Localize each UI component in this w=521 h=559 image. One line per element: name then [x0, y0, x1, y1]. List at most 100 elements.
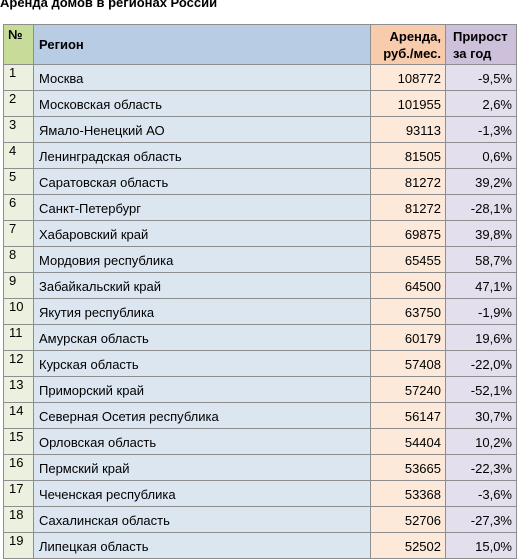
header-growth[interactable]: Прирост за год	[445, 24, 517, 65]
row-growth-cell[interactable]: -22,0%	[445, 350, 517, 377]
row-growth-cell[interactable]: 47,1%	[445, 272, 517, 299]
row-region-cell[interactable]: Московская область	[33, 90, 371, 117]
header-region[interactable]: Регион	[33, 24, 371, 65]
row-num-cell[interactable]: 19	[3, 532, 34, 559]
row-region-cell[interactable]: Ленинградская область	[33, 142, 371, 169]
row-growth-cell[interactable]: -1,9%	[445, 298, 517, 325]
row-region-cell[interactable]: Хабаровский край	[33, 220, 371, 247]
row-rent-cell[interactable]: 69875	[370, 220, 446, 247]
row-region-cell[interactable]: Забайкальский край	[33, 272, 371, 299]
table-row: 4 Ленинградская область 81505 0,6%	[3, 142, 517, 169]
row-rent-cell[interactable]: 52706	[370, 506, 446, 533]
header-growth-line1: Прирост	[453, 28, 508, 44]
row-growth-cell[interactable]: -1,3%	[445, 116, 517, 143]
row-num-cell[interactable]: 8	[3, 246, 34, 273]
row-rent-cell[interactable]: 52502	[370, 532, 446, 559]
row-num-cell[interactable]: 6	[3, 194, 34, 221]
row-rent-cell[interactable]: 81272	[370, 168, 446, 195]
row-growth-cell[interactable]: 15,0%	[445, 532, 517, 559]
row-growth-cell[interactable]: 19,6%	[445, 324, 517, 351]
row-num-cell[interactable]: 1	[3, 64, 34, 91]
row-num-cell[interactable]: 5	[3, 168, 34, 195]
row-num-cell[interactable]: 11	[3, 324, 34, 351]
row-growth-cell[interactable]: -9,5%	[445, 64, 517, 91]
table-row: 3 Ямало-Ненецкий АО 93113 -1,3%	[3, 116, 517, 143]
row-growth-cell[interactable]: -28,1%	[445, 194, 517, 221]
page-title: Аренда домов в регионах России	[0, 0, 218, 10]
header-growth-line2: за год	[453, 45, 492, 61]
row-rent-cell[interactable]: 64500	[370, 272, 446, 299]
row-growth-cell[interactable]: 2,6%	[445, 90, 517, 117]
row-region-cell[interactable]: Липецкая область	[33, 532, 371, 559]
row-growth-cell[interactable]: 0,6%	[445, 142, 517, 169]
row-rent-cell[interactable]: 81272	[370, 194, 446, 221]
table-row: 14 Северная Осетия республика 56147 30,7%	[3, 402, 517, 429]
row-num-cell[interactable]: 14	[3, 402, 34, 429]
row-growth-cell[interactable]: -3,6%	[445, 480, 517, 507]
row-rent-cell[interactable]: 57240	[370, 376, 446, 403]
row-num-cell[interactable]: 4	[3, 142, 34, 169]
row-region-cell[interactable]: Мордовия республика	[33, 246, 371, 273]
table-row: 18 Сахалинская область 52706 -27,3%	[3, 506, 517, 533]
row-num-cell[interactable]: 15	[3, 428, 34, 455]
header-rent[interactable]: Аренда, руб./мес.	[370, 24, 446, 65]
row-num-cell[interactable]: 3	[3, 116, 34, 143]
row-region-cell[interactable]: Сахалинская область	[33, 506, 371, 533]
row-region-cell[interactable]: Орловская область	[33, 428, 371, 455]
row-num-cell[interactable]: 10	[3, 298, 34, 325]
row-region-cell[interactable]: Санкт-Петербург	[33, 194, 371, 221]
table-row: 10 Якутия республика 63750 -1,9%	[3, 298, 517, 325]
row-region-cell[interactable]: Приморский край	[33, 376, 371, 403]
row-growth-cell[interactable]: 58,7%	[445, 246, 517, 273]
row-growth-cell[interactable]: -27,3%	[445, 506, 517, 533]
row-rent-cell[interactable]: 63750	[370, 298, 446, 325]
table-row: 16 Пермский край 53665 -22,3%	[3, 454, 517, 481]
row-rent-cell[interactable]: 108772	[370, 64, 446, 91]
row-region-cell[interactable]: Пермский край	[33, 454, 371, 481]
row-region-cell[interactable]: Северная Осетия республика	[33, 402, 371, 429]
table-row: 13 Приморский край 57240 -52,1%	[3, 376, 517, 403]
row-num-cell[interactable]: 2	[3, 90, 34, 117]
table-row: 7 Хабаровский край 69875 39,8%	[3, 220, 517, 247]
row-rent-cell[interactable]: 101955	[370, 90, 446, 117]
row-growth-cell[interactable]: -52,1%	[445, 376, 517, 403]
row-region-cell[interactable]: Амурская область	[33, 324, 371, 351]
table-row: 9 Забайкальский край 64500 47,1%	[3, 272, 517, 299]
header-row: № Регион Аренда, руб./мес. Прирост за го…	[3, 24, 517, 65]
row-growth-cell[interactable]: 39,2%	[445, 168, 517, 195]
row-growth-cell[interactable]: 39,8%	[445, 220, 517, 247]
row-rent-cell[interactable]: 93113	[370, 116, 446, 143]
row-rent-cell[interactable]: 54404	[370, 428, 446, 455]
table-row: 1 Москва 108772 -9,5%	[3, 64, 517, 91]
table-row: 17 Чеченская республика 53368 -3,6%	[3, 480, 517, 507]
row-num-cell[interactable]: 16	[3, 454, 34, 481]
row-region-cell[interactable]: Якутия республика	[33, 298, 371, 325]
table-row: 8 Мордовия республика 65455 58,7%	[3, 246, 517, 273]
row-rent-cell[interactable]: 56147	[370, 402, 446, 429]
row-num-cell[interactable]: 9	[3, 272, 34, 299]
row-num-cell[interactable]: 7	[3, 220, 34, 247]
row-growth-cell[interactable]: 10,2%	[445, 428, 517, 455]
table-row: 6 Санкт-Петербург 81272 -28,1%	[3, 194, 517, 221]
row-rent-cell[interactable]: 65455	[370, 246, 446, 273]
row-rent-cell[interactable]: 53665	[370, 454, 446, 481]
row-num-cell[interactable]: 13	[3, 376, 34, 403]
row-rent-cell[interactable]: 81505	[370, 142, 446, 169]
rent-table: № Регион Аренда, руб./мес. Прирост за го…	[3, 24, 517, 559]
row-region-cell[interactable]: Саратовская область	[33, 168, 371, 195]
row-region-cell[interactable]: Чеченская республика	[33, 480, 371, 507]
row-growth-cell[interactable]: -22,3%	[445, 454, 517, 481]
row-rent-cell[interactable]: 60179	[370, 324, 446, 351]
row-region-cell[interactable]: Москва	[33, 64, 371, 91]
row-rent-cell[interactable]: 57408	[370, 350, 446, 377]
table-row: 11 Амурская область 60179 19,6%	[3, 324, 517, 351]
row-rent-cell[interactable]: 53368	[370, 480, 446, 507]
row-num-cell[interactable]: 18	[3, 506, 34, 533]
row-growth-cell[interactable]: 30,7%	[445, 402, 517, 429]
row-num-cell[interactable]: 17	[3, 480, 34, 507]
header-num[interactable]: №	[3, 24, 34, 65]
row-num-cell[interactable]: 12	[3, 350, 34, 377]
table-row: 5 Саратовская область 81272 39,2%	[3, 168, 517, 195]
row-region-cell[interactable]: Ямало-Ненецкий АО	[33, 116, 371, 143]
row-region-cell[interactable]: Курская область	[33, 350, 371, 377]
